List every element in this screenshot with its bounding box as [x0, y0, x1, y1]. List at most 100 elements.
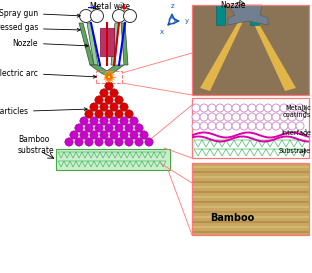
Circle shape [75, 124, 83, 132]
Circle shape [280, 122, 288, 130]
Circle shape [105, 124, 113, 132]
Circle shape [200, 122, 208, 130]
Text: Metallic
coatings: Metallic coatings [283, 105, 311, 117]
Circle shape [107, 75, 111, 79]
Circle shape [256, 122, 264, 130]
Circle shape [216, 113, 224, 121]
Circle shape [115, 124, 123, 132]
Circle shape [200, 104, 208, 112]
Circle shape [208, 104, 216, 112]
Bar [192, 165, 309, 168]
Circle shape [135, 124, 143, 132]
Circle shape [105, 138, 113, 146]
Circle shape [120, 131, 128, 139]
Circle shape [90, 10, 104, 22]
Circle shape [200, 113, 208, 121]
Circle shape [80, 131, 88, 139]
Circle shape [80, 117, 88, 125]
FancyBboxPatch shape [192, 98, 309, 158]
Circle shape [296, 104, 304, 112]
Circle shape [90, 117, 98, 125]
Circle shape [264, 122, 272, 130]
Circle shape [85, 124, 93, 132]
Text: −: − [87, 3, 95, 13]
Bar [192, 5, 309, 95]
Bar [100, 28, 114, 56]
Polygon shape [111, 23, 119, 65]
Text: x: x [160, 29, 164, 35]
Circle shape [208, 113, 216, 121]
Text: Interface: Interface [281, 130, 311, 136]
Circle shape [65, 138, 73, 146]
Circle shape [248, 113, 256, 121]
Circle shape [105, 110, 113, 118]
Circle shape [192, 122, 200, 130]
Bar [192, 215, 309, 218]
Text: Bamboo: Bamboo [210, 213, 254, 223]
Circle shape [105, 96, 113, 104]
Circle shape [272, 104, 280, 112]
Bar [192, 200, 309, 203]
Circle shape [130, 131, 138, 139]
Bar [192, 206, 309, 208]
Circle shape [224, 113, 232, 121]
Circle shape [280, 113, 288, 121]
Circle shape [125, 138, 133, 146]
Text: Nozzle: Nozzle [12, 38, 88, 48]
Circle shape [80, 10, 92, 22]
Circle shape [240, 104, 248, 112]
Circle shape [232, 104, 240, 112]
Bar [250, 5, 259, 25]
Circle shape [95, 138, 103, 146]
Text: Bamboo
substrate: Bamboo substrate [18, 135, 55, 155]
Text: Electric arc: Electric arc [0, 69, 96, 78]
Text: Substrate: Substrate [279, 148, 311, 154]
Circle shape [216, 104, 224, 112]
Text: Compressed gas: Compressed gas [0, 23, 80, 32]
Circle shape [100, 89, 108, 97]
Circle shape [115, 96, 123, 104]
Circle shape [115, 110, 123, 118]
Circle shape [75, 138, 83, 146]
Circle shape [105, 82, 113, 90]
Circle shape [248, 104, 256, 112]
Circle shape [264, 113, 272, 121]
Bar [192, 191, 309, 193]
Circle shape [288, 122, 296, 130]
Circle shape [95, 96, 103, 104]
Circle shape [224, 104, 232, 112]
Circle shape [264, 104, 272, 112]
Circle shape [125, 110, 133, 118]
Text: +: + [120, 3, 129, 13]
Bar [192, 210, 309, 213]
Circle shape [135, 138, 143, 146]
Circle shape [232, 122, 240, 130]
Circle shape [130, 117, 138, 125]
Bar [192, 180, 309, 183]
Text: Metal wire: Metal wire [90, 2, 130, 11]
Polygon shape [87, 23, 98, 65]
Circle shape [296, 122, 304, 130]
Circle shape [113, 10, 125, 22]
Circle shape [85, 138, 93, 146]
Circle shape [296, 113, 304, 121]
Circle shape [248, 122, 256, 130]
Circle shape [95, 124, 103, 132]
Circle shape [192, 113, 200, 121]
Circle shape [140, 131, 148, 139]
Circle shape [232, 113, 240, 121]
Circle shape [216, 122, 224, 130]
Circle shape [224, 122, 232, 130]
Circle shape [288, 104, 296, 112]
Circle shape [90, 131, 98, 139]
Text: Spray gun: Spray gun [0, 8, 80, 17]
Circle shape [272, 122, 280, 130]
Text: Metal particles: Metal particles [0, 108, 87, 117]
Polygon shape [79, 23, 94, 65]
Circle shape [110, 117, 118, 125]
Circle shape [120, 117, 128, 125]
Circle shape [95, 110, 103, 118]
Circle shape [240, 122, 248, 130]
Circle shape [70, 131, 78, 139]
Bar [192, 230, 309, 233]
